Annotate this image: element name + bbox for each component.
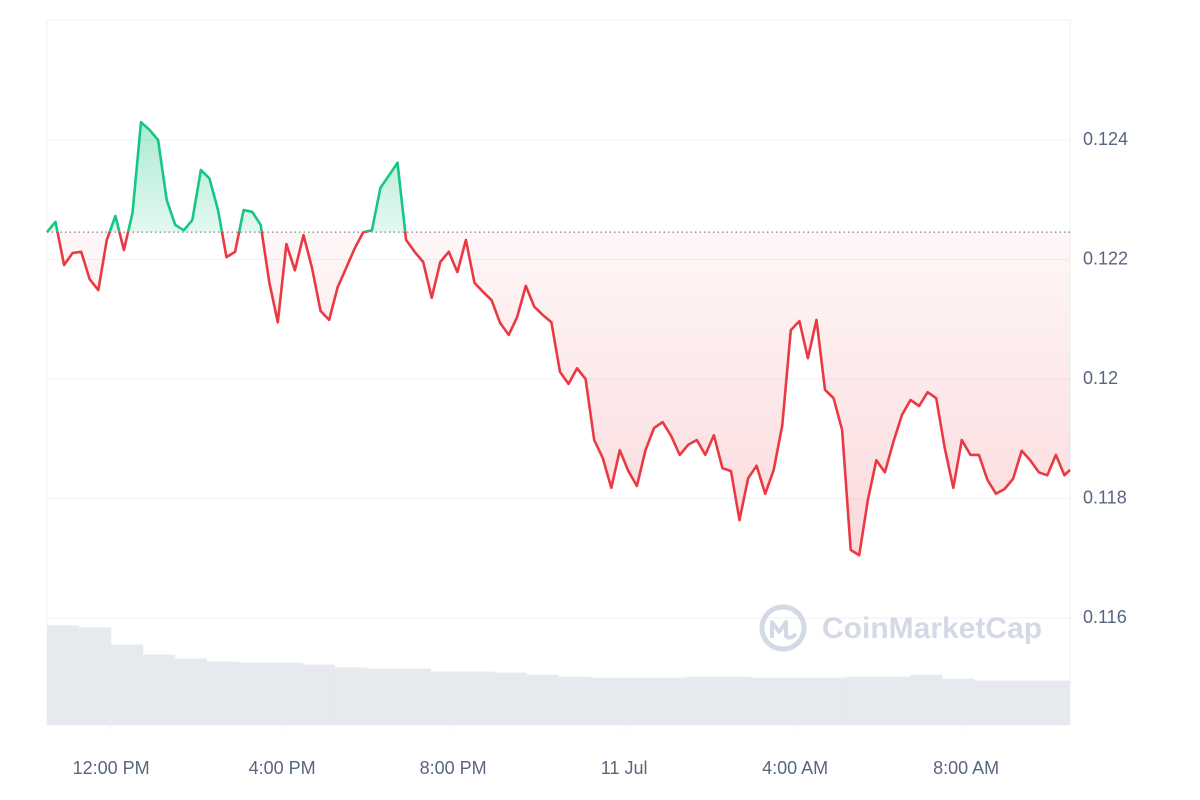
volume-bar: [398, 668, 431, 725]
logo-ring: [759, 604, 807, 652]
volume-bar: [910, 674, 943, 725]
grid: 0.116 0.118 0.12 0.122 0.124 12:00 PM 4:00 PM 8…: [47, 129, 1128, 778]
volume-bar: [526, 674, 559, 725]
x-tick-label: 11 Jul: [601, 758, 648, 778]
volume-bar: [366, 668, 399, 725]
volume-bar: [110, 644, 144, 725]
volume-bar: [654, 677, 687, 725]
watermark-text: CoinMarketCap: [822, 612, 1042, 645]
volume-bar: [47, 625, 80, 725]
volume-bar: [878, 676, 911, 725]
volume-bar: [686, 676, 719, 725]
x-tick-label: 4:00 AM: [762, 758, 828, 778]
volume-bar: [1006, 680, 1039, 725]
volume-bar: [622, 677, 655, 725]
y-tick-label: 0.122: [1083, 248, 1128, 268]
volume-bar: [174, 658, 208, 725]
volume-bar: [334, 667, 367, 725]
volume-bar: [814, 677, 847, 725]
volume-bar: [430, 671, 463, 725]
volume-bar: [846, 676, 879, 725]
y-tick-label: 0.118: [1083, 487, 1127, 507]
plot: [46, 120, 1071, 557]
logo-mark: [770, 620, 798, 640]
price-line: [46, 120, 1071, 557]
y-tick-label: 0.12: [1083, 368, 1118, 388]
volume-bar: [590, 677, 623, 725]
x-tick-label: 8:00 AM: [933, 758, 999, 778]
volume-bar: [718, 676, 751, 725]
volume-bar: [462, 671, 495, 725]
volume-bar: [558, 676, 591, 725]
volume-bar: [942, 678, 975, 725]
x-tick-label: 8:00 PM: [420, 758, 487, 778]
y-tick-label: 0.124: [1083, 129, 1128, 149]
volume-bars: [47, 625, 1071, 725]
x-tick-label: 4:00 PM: [249, 758, 316, 778]
volume-bar: [750, 677, 783, 725]
volume-bar: [1038, 680, 1071, 725]
volume-bar: [238, 662, 272, 725]
volume-bar: [302, 664, 336, 725]
volume-bar: [206, 661, 240, 725]
volume-bar: [974, 680, 1007, 725]
volume-bar: [78, 627, 112, 725]
volume-bar: [782, 677, 815, 725]
volume-bar: [270, 662, 304, 725]
watermark: CoinMarketCap: [759, 604, 1042, 652]
y-tick-label: 0.116: [1083, 607, 1127, 627]
area-fill: [47, 122, 1070, 556]
volume-bar: [142, 654, 176, 725]
x-tick-label: 12:00 PM: [73, 758, 150, 778]
volume-bar: [494, 672, 527, 725]
